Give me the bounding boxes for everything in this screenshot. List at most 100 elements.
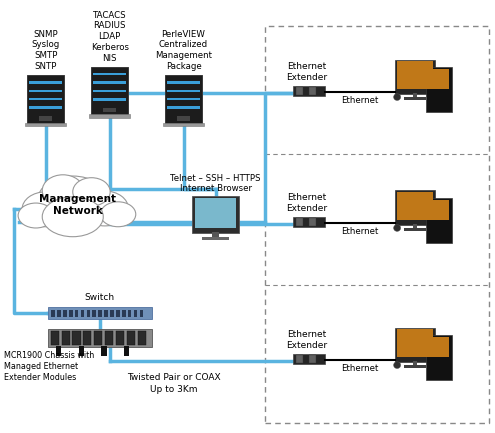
FancyBboxPatch shape bbox=[61, 332, 70, 345]
FancyBboxPatch shape bbox=[101, 346, 106, 355]
FancyBboxPatch shape bbox=[116, 332, 124, 345]
FancyBboxPatch shape bbox=[138, 332, 146, 345]
FancyBboxPatch shape bbox=[404, 365, 426, 368]
FancyBboxPatch shape bbox=[27, 75, 64, 123]
FancyBboxPatch shape bbox=[72, 332, 81, 345]
FancyBboxPatch shape bbox=[50, 332, 59, 345]
FancyBboxPatch shape bbox=[167, 98, 200, 100]
Text: TACACS
RADIUS
LDAP
Kerberos
NIS: TACACS RADIUS LDAP Kerberos NIS bbox=[91, 10, 129, 63]
FancyBboxPatch shape bbox=[309, 355, 316, 363]
FancyBboxPatch shape bbox=[427, 67, 452, 113]
FancyBboxPatch shape bbox=[94, 98, 126, 100]
Text: Ethernet: Ethernet bbox=[342, 227, 379, 236]
FancyBboxPatch shape bbox=[99, 310, 102, 317]
FancyBboxPatch shape bbox=[39, 116, 52, 121]
Ellipse shape bbox=[394, 225, 400, 231]
FancyBboxPatch shape bbox=[413, 361, 417, 366]
Ellipse shape bbox=[18, 203, 53, 228]
FancyBboxPatch shape bbox=[397, 330, 433, 357]
FancyBboxPatch shape bbox=[51, 310, 55, 317]
FancyBboxPatch shape bbox=[110, 310, 114, 317]
FancyBboxPatch shape bbox=[69, 310, 73, 317]
FancyBboxPatch shape bbox=[81, 310, 84, 317]
FancyBboxPatch shape bbox=[192, 196, 239, 233]
Ellipse shape bbox=[100, 202, 136, 227]
FancyBboxPatch shape bbox=[103, 107, 116, 112]
FancyBboxPatch shape bbox=[427, 197, 452, 243]
FancyBboxPatch shape bbox=[395, 191, 435, 225]
FancyBboxPatch shape bbox=[430, 337, 449, 357]
Text: Ethernet: Ethernet bbox=[342, 364, 379, 373]
FancyBboxPatch shape bbox=[404, 228, 426, 231]
FancyBboxPatch shape bbox=[167, 90, 200, 92]
FancyBboxPatch shape bbox=[413, 224, 417, 229]
FancyBboxPatch shape bbox=[293, 86, 325, 96]
Ellipse shape bbox=[394, 94, 400, 100]
FancyBboxPatch shape bbox=[94, 332, 102, 345]
FancyBboxPatch shape bbox=[430, 69, 449, 89]
FancyBboxPatch shape bbox=[56, 346, 61, 355]
Text: MCR1900 Chassis with
Managed Ethernet
Extender Modules: MCR1900 Chassis with Managed Ethernet Ex… bbox=[4, 351, 94, 382]
FancyBboxPatch shape bbox=[212, 232, 219, 238]
FancyBboxPatch shape bbox=[91, 67, 128, 115]
FancyBboxPatch shape bbox=[167, 81, 200, 84]
Text: Switch: Switch bbox=[85, 293, 115, 302]
FancyBboxPatch shape bbox=[127, 332, 135, 345]
FancyBboxPatch shape bbox=[87, 310, 90, 317]
Ellipse shape bbox=[22, 192, 69, 227]
Ellipse shape bbox=[42, 197, 103, 237]
FancyBboxPatch shape bbox=[79, 346, 84, 355]
FancyBboxPatch shape bbox=[167, 107, 200, 109]
FancyBboxPatch shape bbox=[397, 61, 433, 89]
FancyBboxPatch shape bbox=[29, 98, 62, 100]
Ellipse shape bbox=[37, 176, 108, 226]
FancyBboxPatch shape bbox=[397, 192, 433, 220]
Text: Ethernet
Extender: Ethernet Extender bbox=[286, 62, 327, 82]
FancyBboxPatch shape bbox=[430, 200, 449, 220]
FancyBboxPatch shape bbox=[296, 218, 303, 226]
FancyBboxPatch shape bbox=[165, 75, 202, 123]
FancyBboxPatch shape bbox=[48, 307, 151, 319]
FancyBboxPatch shape bbox=[93, 310, 96, 317]
FancyBboxPatch shape bbox=[404, 97, 426, 100]
FancyBboxPatch shape bbox=[29, 90, 62, 92]
FancyBboxPatch shape bbox=[195, 198, 236, 228]
Text: Ethernet: Ethernet bbox=[342, 96, 379, 105]
FancyBboxPatch shape bbox=[202, 237, 229, 240]
FancyBboxPatch shape bbox=[83, 332, 92, 345]
FancyBboxPatch shape bbox=[427, 335, 452, 381]
FancyBboxPatch shape bbox=[104, 310, 108, 317]
FancyBboxPatch shape bbox=[177, 116, 190, 121]
Text: SNMP
Syslog
SMTP
SNTP: SNMP Syslog SMTP SNTP bbox=[32, 29, 60, 71]
FancyBboxPatch shape bbox=[90, 114, 130, 118]
FancyBboxPatch shape bbox=[134, 310, 137, 317]
Text: PerleVIEW
Centralized
Management
Package: PerleVIEW Centralized Management Package bbox=[155, 29, 212, 71]
FancyBboxPatch shape bbox=[25, 123, 66, 126]
FancyBboxPatch shape bbox=[293, 354, 325, 364]
FancyBboxPatch shape bbox=[122, 310, 126, 317]
FancyBboxPatch shape bbox=[94, 81, 126, 84]
FancyBboxPatch shape bbox=[116, 310, 120, 317]
Text: Ethernet
Extender: Ethernet Extender bbox=[286, 330, 327, 350]
FancyBboxPatch shape bbox=[94, 90, 126, 92]
FancyBboxPatch shape bbox=[395, 60, 435, 94]
FancyBboxPatch shape bbox=[309, 87, 316, 95]
Text: Telnet – SSH – HTTPS
Internet Browser: Telnet – SSH – HTTPS Internet Browser bbox=[170, 174, 261, 194]
Ellipse shape bbox=[81, 191, 128, 226]
FancyBboxPatch shape bbox=[163, 123, 204, 126]
FancyBboxPatch shape bbox=[293, 216, 325, 227]
FancyBboxPatch shape bbox=[395, 328, 435, 362]
FancyBboxPatch shape bbox=[75, 310, 78, 317]
FancyBboxPatch shape bbox=[296, 355, 303, 363]
Ellipse shape bbox=[73, 178, 110, 206]
FancyBboxPatch shape bbox=[413, 93, 417, 98]
FancyBboxPatch shape bbox=[29, 81, 62, 84]
Text: Twisted Pair or COAX
Up to 3Km: Twisted Pair or COAX Up to 3Km bbox=[127, 373, 220, 394]
Text: Management
Network: Management Network bbox=[39, 194, 116, 216]
FancyBboxPatch shape bbox=[29, 107, 62, 109]
FancyBboxPatch shape bbox=[309, 218, 316, 226]
FancyBboxPatch shape bbox=[48, 330, 151, 347]
FancyBboxPatch shape bbox=[57, 310, 61, 317]
FancyBboxPatch shape bbox=[63, 310, 67, 317]
FancyBboxPatch shape bbox=[105, 332, 113, 345]
